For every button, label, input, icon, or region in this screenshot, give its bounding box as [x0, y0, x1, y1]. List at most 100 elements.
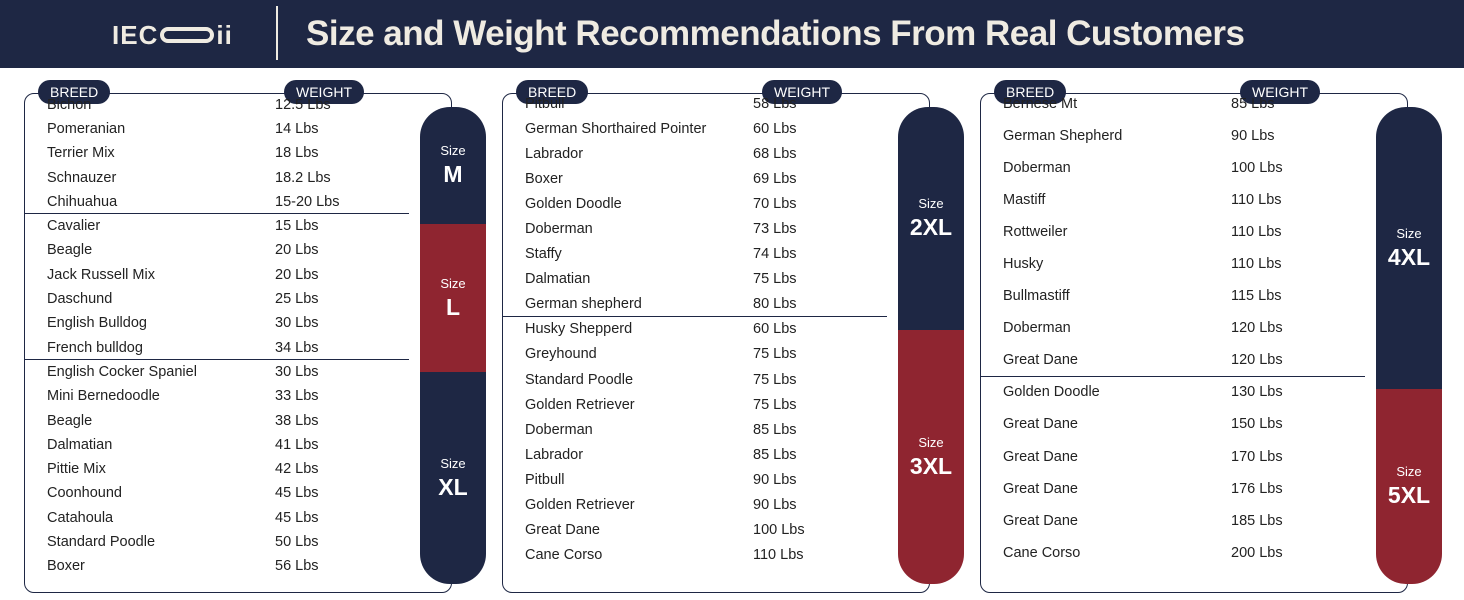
breed-column-header: BREED	[38, 80, 111, 104]
size-word: Size	[440, 455, 466, 471]
table-row: Cane Corso 110 Lbs	[503, 542, 887, 567]
breed-name: English Cocker Spaniel	[47, 363, 197, 380]
breed-name: Bichon	[47, 96, 92, 113]
breed-weight: 60 Lbs	[753, 321, 797, 338]
table-row: Doberman 100 Lbs	[981, 151, 1365, 183]
breed-name: Doberman	[1003, 159, 1071, 176]
breed-name: Doberman	[1003, 320, 1071, 337]
breed-table: Bichon 12.5 Lbs Pomeranian 14 Lbs Terrie…	[25, 92, 409, 578]
size-word: Size	[440, 143, 466, 158]
breed-weight: 185 Lbs	[1231, 512, 1283, 529]
breed-name: Dalmatian	[47, 436, 113, 453]
breed-name: Jack Russell Mix	[47, 266, 155, 283]
breed-weight: 12.5 Lbs	[275, 96, 331, 113]
breed-weight: 25 Lbs	[275, 291, 319, 308]
size-word: Size	[1396, 225, 1422, 241]
breed-name: Mini Bernedoodle	[47, 388, 160, 405]
breed-weight: 90 Lbs	[753, 497, 797, 514]
breed-name: Pitbull	[525, 471, 565, 488]
breed-weight: 20 Lbs	[275, 266, 319, 283]
size-segment-5xl: Size 5XL	[1376, 389, 1442, 584]
breed-name: Husky Shepperd	[525, 321, 633, 338]
breed-weight: 58 Lbs	[753, 95, 797, 112]
breed-name: Great Dane	[1003, 512, 1078, 529]
breed-name: Golden Retriever	[525, 396, 635, 413]
table-row: Great Dane 170 Lbs	[981, 440, 1365, 472]
table-row: Dalmatian 75 Lbs	[503, 266, 887, 291]
size-label: 4XL	[1387, 243, 1431, 270]
table-row: Boxer 69 Lbs	[503, 166, 887, 191]
breed-name: Cane Corso	[525, 547, 603, 564]
breed-weight: 110 Lbs	[1231, 223, 1282, 240]
breed-name: Dalmatian	[525, 271, 591, 288]
table-row: Mastiff 110 Lbs	[981, 183, 1365, 215]
table-row: Golden Retriever 90 Lbs	[503, 492, 887, 517]
breed-weight: 75 Lbs	[753, 346, 797, 363]
breed-name: Pitbull	[525, 95, 565, 112]
table-row: Jack Russell Mix 20 Lbs	[25, 262, 409, 286]
table-row: Rottweiler 110 Lbs	[981, 215, 1365, 247]
breed-name: Pomeranian	[47, 120, 126, 137]
breed-name: Doberman	[525, 221, 593, 238]
table-row: Husky 110 Lbs	[981, 247, 1365, 279]
breed-weight: 15 Lbs	[275, 218, 319, 235]
breed-weight: 50 Lbs	[275, 533, 319, 550]
table-row: Schnauzer 18.2 Lbs	[25, 165, 409, 189]
breed-name: Great Dane	[1003, 416, 1078, 433]
breed-name: Beagle	[47, 242, 93, 259]
table-row: Standard Poodle 75 Lbs	[503, 367, 887, 392]
breed-name: Schnauzer	[47, 169, 117, 186]
table-row: Great Dane 176 Lbs	[981, 472, 1365, 504]
table-row: Staffy 74 Lbs	[503, 241, 887, 266]
table-row: Bernese Mt 85 Lbs	[981, 87, 1365, 119]
breed-weight: 200 Lbs	[1231, 544, 1283, 561]
breed-column-header: BREED	[994, 80, 1067, 104]
breed-name: Husky	[1003, 256, 1044, 273]
breed-name: Beagle	[47, 412, 93, 429]
table-row: Golden Doodle 130 Lbs	[981, 375, 1365, 408]
breed-weight: 45 Lbs	[275, 509, 319, 526]
table-row: Great Dane 185 Lbs	[981, 504, 1365, 536]
breed-weight: 110 Lbs	[753, 547, 804, 564]
table-row: Daschund 25 Lbs	[25, 286, 409, 310]
breed-weight: 68 Lbs	[753, 145, 797, 162]
breed-weight: 74 Lbs	[753, 246, 797, 263]
breed-name: Cane Corso	[1003, 544, 1081, 561]
table-row: Golden Doodle 70 Lbs	[503, 191, 887, 216]
breed-weight: 30 Lbs	[275, 363, 319, 380]
breed-name: Daschund	[47, 291, 113, 308]
weight-column-header: WEIGHT	[284, 80, 364, 104]
breed-name: Bernese Mt	[1003, 95, 1078, 112]
size-label: XL	[438, 473, 468, 500]
breed-name: Bullmastiff	[1003, 288, 1070, 305]
table-row: Pitbull 58 Lbs	[503, 91, 887, 116]
breed-name: Pittie Mix	[47, 461, 106, 478]
table-row: Boxer 56 Lbs	[25, 554, 409, 578]
breed-weight: 110 Lbs	[1231, 256, 1282, 273]
breed-name: Great Dane	[1003, 448, 1078, 465]
breed-table: Pitbull 58 Lbs German Shorthaired Pointe…	[503, 91, 887, 568]
table-row: Doberman 85 Lbs	[503, 417, 887, 442]
breed-weight: 20 Lbs	[275, 242, 319, 259]
breed-name: Standard Poodle	[47, 533, 156, 550]
size-label: 3XL	[909, 452, 953, 479]
table-row: Bichon 12.5 Lbs	[25, 92, 409, 116]
size-word: Size	[1396, 464, 1422, 479]
breed-weight: 15-20 Lbs	[275, 193, 340, 210]
breed-name: Great Dane	[1003, 480, 1078, 497]
breed-weight: 45 Lbs	[275, 485, 319, 502]
breed-weight: 73 Lbs	[753, 221, 797, 238]
table-row: Pitbull 90 Lbs	[503, 467, 887, 492]
breed-name: Standard Poodle	[525, 371, 634, 388]
table-row: Beagle 38 Lbs	[25, 408, 409, 432]
size-word: Size	[918, 434, 944, 450]
breed-name: Terrier Mix	[47, 145, 115, 162]
table-row: Dalmatian 41 Lbs	[25, 432, 409, 456]
size-label: 5XL	[1387, 482, 1431, 508]
breed-weight: 33 Lbs	[275, 388, 319, 405]
breed-weight: 176 Lbs	[1231, 480, 1283, 497]
breed-name: Boxer	[47, 558, 85, 575]
breed-name: Doberman	[525, 421, 593, 438]
breed-weight: 115 Lbs	[1231, 288, 1282, 305]
breed-weight: 75 Lbs	[753, 396, 797, 413]
